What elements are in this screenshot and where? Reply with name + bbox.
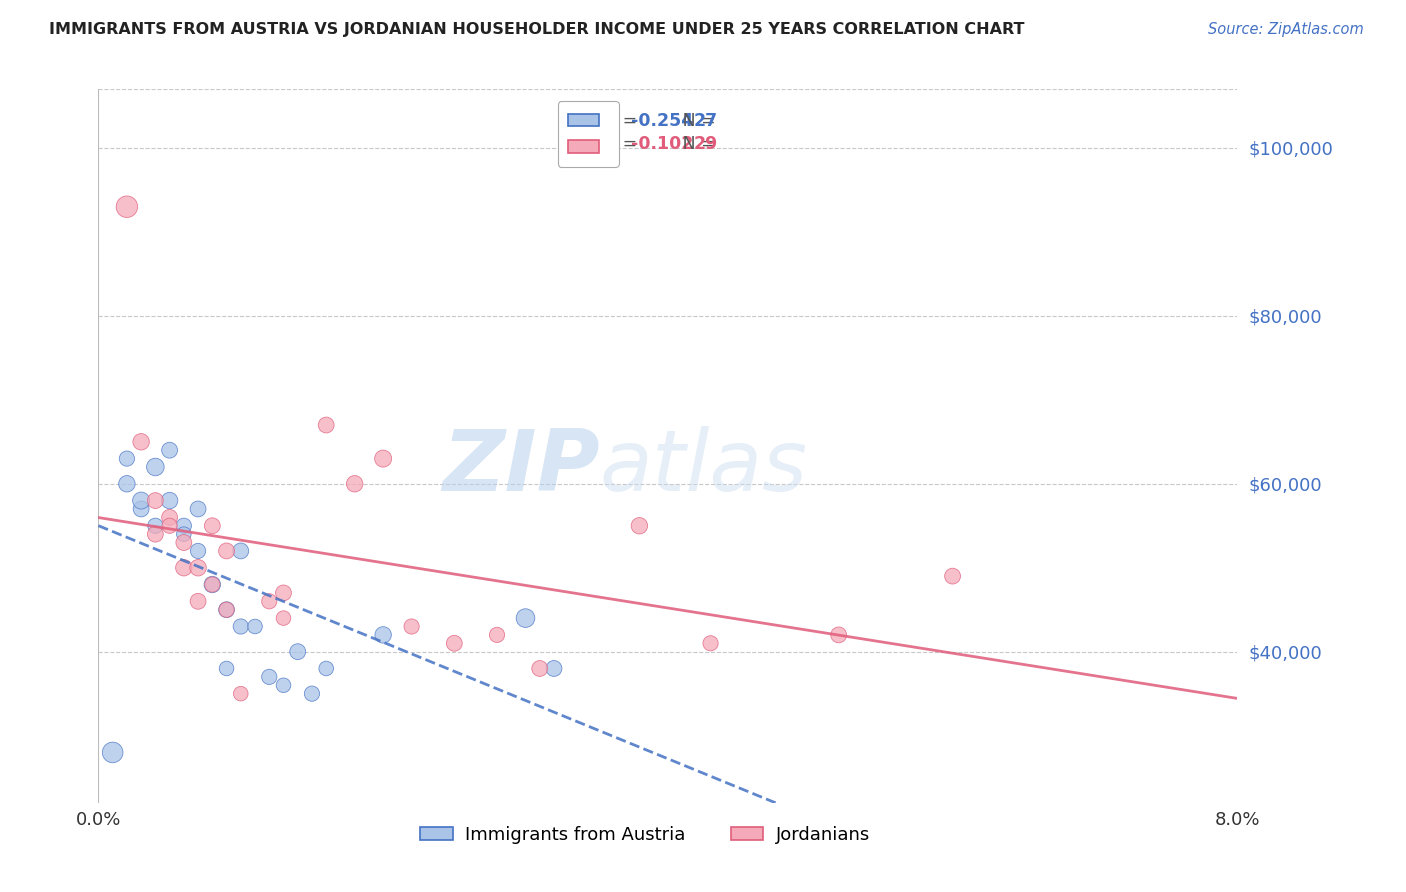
Text: N =: N =: [665, 136, 721, 153]
Point: [159, 443, 181, 458]
Point: [145, 527, 167, 541]
Point: [145, 460, 167, 475]
Point: [215, 544, 238, 558]
Point: [215, 603, 238, 617]
Text: atlas: atlas: [599, 425, 807, 509]
Point: [287, 645, 309, 659]
Point: [371, 451, 394, 466]
Point: [443, 636, 465, 650]
Point: [273, 611, 295, 625]
Point: [187, 502, 209, 516]
Point: [515, 611, 537, 625]
Point: [543, 661, 565, 675]
Text: N =: N =: [665, 112, 721, 130]
Text: 29: 29: [695, 136, 718, 153]
Text: R =: R =: [605, 136, 643, 153]
Point: [699, 636, 721, 650]
Point: [159, 493, 181, 508]
Point: [101, 746, 124, 760]
Text: -0.254: -0.254: [631, 112, 693, 130]
Point: [315, 417, 337, 432]
Point: [173, 518, 195, 533]
Text: IMMIGRANTS FROM AUSTRIA VS JORDANIAN HOUSEHOLDER INCOME UNDER 25 YEARS CORRELATI: IMMIGRANTS FROM AUSTRIA VS JORDANIAN HOU…: [49, 22, 1025, 37]
Point: [273, 678, 295, 692]
Point: [259, 594, 281, 608]
Point: [187, 560, 209, 574]
Text: 27: 27: [695, 112, 718, 130]
Point: [115, 451, 138, 466]
Point: [201, 518, 224, 533]
Point: [343, 476, 366, 491]
Point: [173, 535, 195, 549]
Point: [371, 628, 394, 642]
Point: [145, 493, 167, 508]
Point: [173, 560, 195, 574]
Text: ZIP: ZIP: [441, 425, 599, 509]
Point: [229, 619, 252, 633]
Text: -0.102: -0.102: [631, 136, 693, 153]
Text: R =: R =: [605, 112, 643, 130]
Point: [115, 200, 138, 214]
Point: [486, 628, 509, 642]
Point: [145, 518, 167, 533]
Point: [259, 670, 281, 684]
Point: [159, 518, 181, 533]
Point: [129, 493, 152, 508]
Point: [243, 619, 266, 633]
Point: [273, 586, 295, 600]
Point: [942, 569, 965, 583]
Point: [129, 502, 152, 516]
Point: [173, 527, 195, 541]
Point: [628, 518, 651, 533]
Point: [229, 544, 252, 558]
Text: Source: ZipAtlas.com: Source: ZipAtlas.com: [1208, 22, 1364, 37]
Point: [115, 476, 138, 491]
Point: [229, 687, 252, 701]
Point: [301, 687, 323, 701]
Point: [215, 661, 238, 675]
Point: [529, 661, 551, 675]
Point: [828, 628, 851, 642]
Point: [159, 510, 181, 524]
Point: [187, 544, 209, 558]
Point: [187, 594, 209, 608]
Point: [401, 619, 423, 633]
Legend: Immigrants from Austria, Jordanians: Immigrants from Austria, Jordanians: [413, 819, 877, 851]
Point: [201, 577, 224, 591]
Point: [201, 577, 224, 591]
Point: [315, 661, 337, 675]
Point: [215, 603, 238, 617]
Point: [129, 434, 152, 449]
